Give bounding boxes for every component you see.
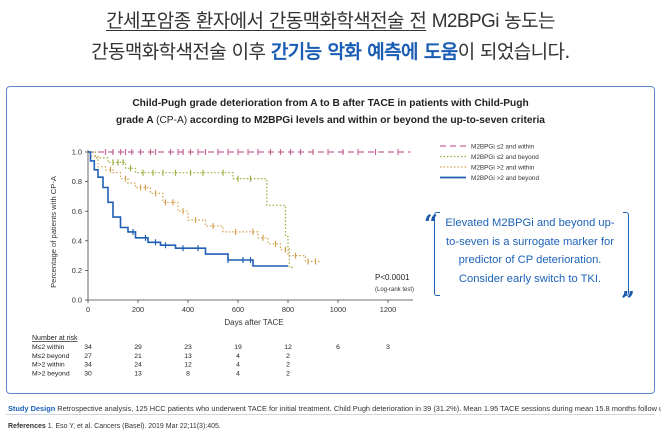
chart-panel	[6, 86, 655, 394]
close-quote-icon: ”	[621, 286, 635, 315]
at-risk-header: Number at risk	[32, 335, 78, 342]
at-risk-value: 34	[84, 344, 92, 351]
references-text: 1. Eso Y, et al. Cancers (Basel). 2019 M…	[47, 423, 221, 430]
at-risk-value: 24	[134, 362, 142, 369]
y-axis-label: Percentage of patients with CP-A	[49, 175, 58, 288]
x-tick-label: 0	[86, 305, 90, 314]
headline-line-1-post: 농도는	[504, 10, 555, 32]
km-curve-2	[88, 151, 295, 268]
number-at-risk-table: Number at risk M≤2 within 34 29 23 19 12 6 3 M≤2 …	[32, 335, 390, 377]
at-risk-value: 30	[84, 370, 92, 377]
at-risk-value: 13	[184, 353, 192, 360]
at-risk-value: 12	[284, 344, 292, 351]
at-risk-label: M≤2 beyond	[32, 353, 70, 360]
callout-bracket-left	[434, 212, 440, 296]
headline-line-1: 간세포암종 환자에서 간동맥화학색전술 전 M2BPGi 농도는	[0, 6, 661, 37]
at-risk-value: 4	[236, 353, 240, 360]
chart-title: Child-Pugh grade deterioration from A to…	[6, 95, 655, 129]
x-tick-label: 400	[182, 305, 194, 314]
km-curve-4	[88, 151, 288, 267]
y-tick-label: 0.0	[72, 296, 82, 305]
at-risk-value: 6	[336, 344, 340, 351]
at-risk-label: M>2 beyond	[32, 370, 70, 377]
headline-line-1-pre: 간세포암종 환자에서 간동맥화학색전술 전	[106, 10, 427, 32]
study-design: Study Design Retrospective analysis, 125…	[8, 404, 661, 413]
p-value: P<0.0001	[375, 273, 410, 282]
headline-line-2-pre: 간동맥화학색전술 이후	[91, 41, 266, 63]
at-risk-value: 29	[134, 344, 142, 351]
chart-title-line-1: Child-Pugh grade deterioration from A to…	[132, 98, 529, 109]
headline-line-2: 간동맥화학색전술 이후 간기능 악화 예측에 도움이 되었습니다.	[0, 37, 661, 67]
callout-bracket-right	[623, 212, 629, 296]
at-risk-value: 12	[184, 362, 192, 369]
at-risk-label: M>2 within	[32, 362, 65, 369]
at-risk-value: 4	[236, 362, 240, 369]
at-risk-value: 27	[84, 353, 92, 360]
references: References 1. Eso Y, et al. Cancers (Bas…	[8, 423, 221, 430]
y-tick-label: 0.6	[72, 207, 82, 216]
km-curve-3	[88, 151, 321, 263]
legend-label: M2BPGi ≤2 and within	[471, 143, 535, 150]
x-tick-label: 1200	[380, 305, 396, 314]
x-tick-label: 200	[132, 305, 144, 314]
study-design-text: Retrospective analysis, 125 HCC patients…	[57, 404, 661, 413]
y-tick-label: 0.8	[72, 177, 82, 186]
x-tick-label: 1000	[330, 305, 346, 314]
legend-label: M2BPGi >2 and within	[471, 164, 535, 171]
at-risk-value: 4	[236, 370, 240, 377]
y-tick-label: 0.4	[72, 236, 82, 245]
at-risk-value: 13	[134, 370, 142, 377]
chart-curves	[88, 149, 411, 268]
p-value-test: (Log-rank test)	[375, 287, 414, 293]
y-tick-label: 1.0	[72, 148, 82, 157]
x-tick-label: 800	[282, 305, 294, 314]
at-risk-label: M≤2 within	[32, 344, 65, 351]
headline-highlight: 간기능 악화 예측에 도움	[270, 41, 458, 63]
at-risk-value: 21	[134, 353, 142, 360]
y-tick-label: 0.2	[72, 266, 82, 275]
chart-title-light: (CP-A)	[156, 115, 188, 126]
study-design-label: Study Design	[8, 404, 56, 413]
chart-title-bold-a: grade A	[116, 115, 154, 126]
at-risk-value: 2	[286, 370, 290, 377]
at-risk-value: 23	[184, 344, 192, 351]
at-risk-value: 19	[234, 344, 242, 351]
chart-title-bold-b: according to M2BPGi levels and within or…	[190, 115, 545, 126]
at-risk-value: 2	[286, 353, 290, 360]
headline-line-1-em: M2BPGi	[431, 11, 500, 32]
open-quote-icon: “	[424, 209, 438, 238]
at-risk-value: 34	[84, 362, 92, 369]
callout-text: Elevated M2BPGi and beyond up-to-seven i…	[445, 217, 615, 285]
headline: 간세포암종 환자에서 간동맥화학색전술 전 M2BPGi 농도는 간동맥화학색전…	[0, 6, 661, 67]
references-label: References	[8, 423, 46, 430]
legend-label: M2BPGi ≤2 and beyond	[471, 154, 539, 161]
at-risk-value: 8	[186, 370, 190, 377]
chart-title-line-2: grade A (CP-A) according to M2BPGi level…	[6, 112, 655, 129]
at-risk-value: 2	[286, 362, 290, 369]
at-risk-value: 3	[386, 344, 390, 351]
legend-label: M2BPGi >2 and beyond	[471, 175, 539, 182]
divider	[6, 414, 655, 415]
chart-axes: 0.0 0.2 0.4 0.6 0.8 1.0 0 200 400 600 800 1000 1200	[72, 148, 413, 314]
headline-line-2-post: 이 되었습니다.	[457, 41, 571, 63]
chart-legend: M2BPGi ≤2 and within M2BPGi ≤2 and beyond…	[440, 143, 539, 182]
x-axis-label: Days after TACE	[224, 318, 283, 327]
x-tick-label: 600	[232, 305, 244, 314]
